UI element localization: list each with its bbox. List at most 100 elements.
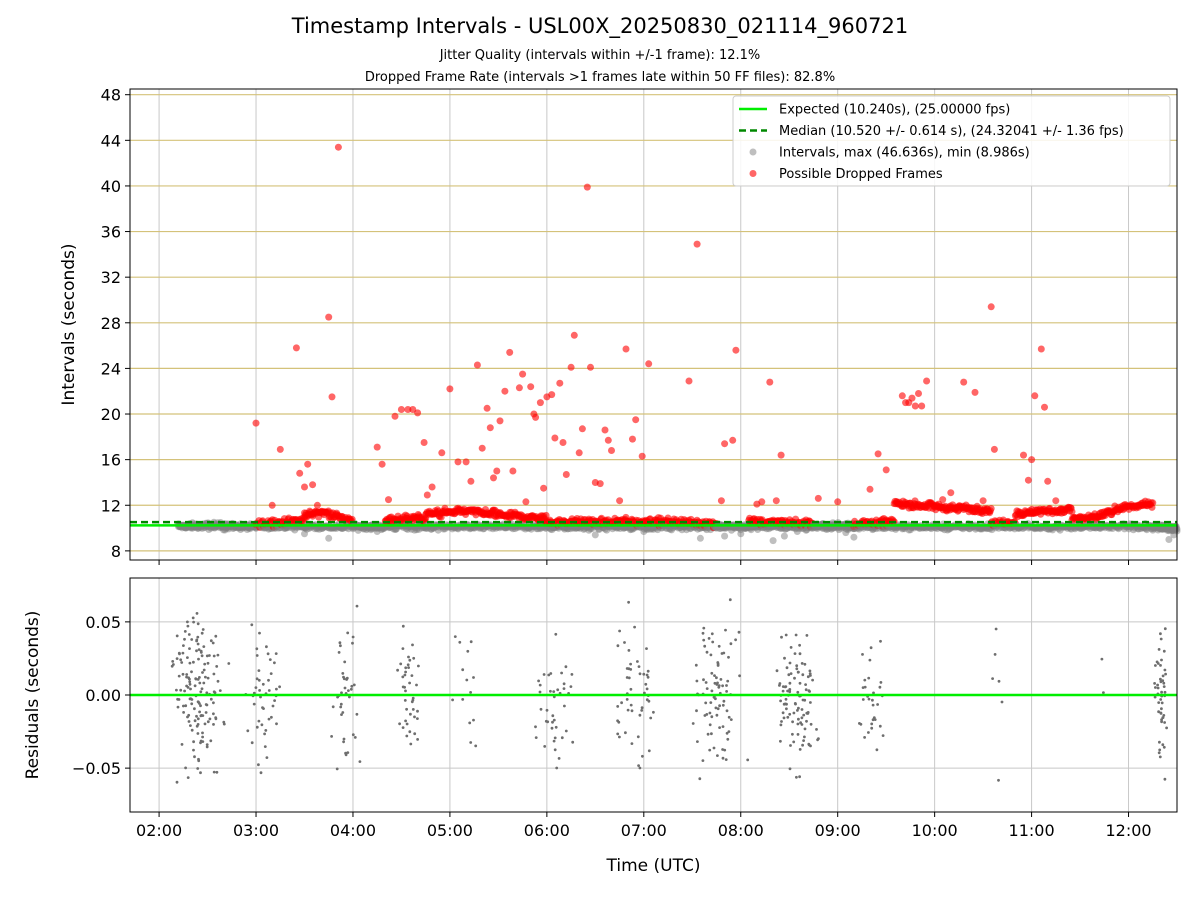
residual-point <box>797 717 800 721</box>
residual-point <box>1159 698 1163 701</box>
dropped-frame-point <box>420 439 428 446</box>
residual-point <box>556 688 560 692</box>
dropped-frame-point <box>519 370 527 378</box>
x-tick-label: 07:00 <box>621 821 667 840</box>
residual-point <box>396 668 399 672</box>
residual-point <box>716 754 719 757</box>
residual-point <box>708 723 712 727</box>
residual-point <box>780 720 783 723</box>
residual-point <box>562 687 566 690</box>
residual-point <box>269 672 273 675</box>
residual-point <box>401 647 405 650</box>
residual-point <box>538 683 542 687</box>
residual-point <box>861 653 864 656</box>
residual-point <box>878 685 882 689</box>
dropped-frame-point <box>685 377 693 385</box>
residual-point <box>715 676 718 680</box>
residual-point <box>175 634 179 638</box>
residual-point <box>1156 686 1160 690</box>
residual-point <box>564 665 568 669</box>
residual-point <box>177 674 181 678</box>
residual-point <box>214 634 218 638</box>
chart-title: Timestamp Intervals - USL00X_20250830_02… <box>291 14 909 38</box>
dropped-frame-point <box>729 436 737 444</box>
residual-point <box>718 726 721 729</box>
residual-point <box>802 739 805 742</box>
residual-point <box>702 678 705 682</box>
residual-point <box>554 725 558 729</box>
residual-point <box>351 733 355 737</box>
residual-point <box>197 700 200 704</box>
residual-point <box>204 711 208 714</box>
residual-point <box>798 652 802 656</box>
dropped-frame-point <box>1044 477 1052 485</box>
residual-point <box>798 748 802 751</box>
residual-point <box>342 737 346 741</box>
residual-point <box>411 643 414 647</box>
x-tick-label: 04:00 <box>330 821 376 840</box>
residual-point <box>792 711 796 715</box>
residual-point <box>708 711 712 715</box>
residual-point <box>645 673 649 677</box>
residual-point <box>633 625 636 629</box>
residual-point <box>461 668 465 672</box>
residual-point <box>1159 680 1163 684</box>
residual-point <box>358 760 362 763</box>
interval-point <box>301 530 308 538</box>
residual-point <box>190 670 193 674</box>
dropped-frame-point <box>616 497 624 505</box>
residual-point <box>183 689 187 693</box>
residual-point <box>404 719 407 723</box>
dropped-frame-point <box>587 363 594 371</box>
y-tick-label: 44 <box>101 131 121 150</box>
residual-point <box>200 631 204 635</box>
residual-point <box>472 718 475 722</box>
residual-point <box>804 683 807 686</box>
interval-point <box>591 531 599 539</box>
residual-point <box>727 730 731 733</box>
residual-point <box>212 770 216 774</box>
residual-point <box>182 711 186 714</box>
dropped-frame-point <box>1024 476 1032 484</box>
residual-point <box>993 653 997 656</box>
residual-point <box>187 713 191 717</box>
residual-point <box>710 671 714 675</box>
residual-point <box>1160 718 1163 722</box>
residual-point <box>196 622 200 626</box>
residual-point <box>788 688 792 691</box>
residual-point <box>725 690 728 693</box>
residual-point <box>627 649 631 652</box>
residual-point <box>1162 649 1166 653</box>
residual-point <box>181 651 185 655</box>
residual-point <box>805 719 808 723</box>
residual-point <box>534 736 538 739</box>
residual-point <box>637 764 640 767</box>
residual-point <box>1163 690 1167 694</box>
residual-point <box>543 745 547 748</box>
jitter-quality-subtitle: Jitter Quality (intervals within +/-1 fr… <box>439 48 761 63</box>
residual-point <box>787 673 791 677</box>
dropped-frame-point <box>693 240 701 248</box>
x-tick-label: 12:00 <box>1105 821 1151 840</box>
residual-point <box>255 647 259 651</box>
dropped-frame-point <box>532 413 540 421</box>
residual-point <box>817 737 820 741</box>
residual-point <box>869 646 873 650</box>
residual-point <box>212 690 216 694</box>
interval-point <box>780 532 788 540</box>
residual-point <box>554 632 558 636</box>
residual-point <box>1157 751 1161 755</box>
residual-point <box>539 707 543 711</box>
residual-point <box>636 735 640 739</box>
dropped-frame-point <box>1149 499 1157 507</box>
residual-point <box>1154 664 1157 667</box>
dropped-frame-point <box>551 434 559 442</box>
residual-point <box>263 745 267 748</box>
interval-point <box>373 528 381 535</box>
residual-point <box>179 688 183 692</box>
residual-point <box>646 675 650 679</box>
dropped-frame-point <box>478 444 486 452</box>
dropped-frame-point <box>378 460 386 468</box>
residual-point <box>259 771 263 775</box>
